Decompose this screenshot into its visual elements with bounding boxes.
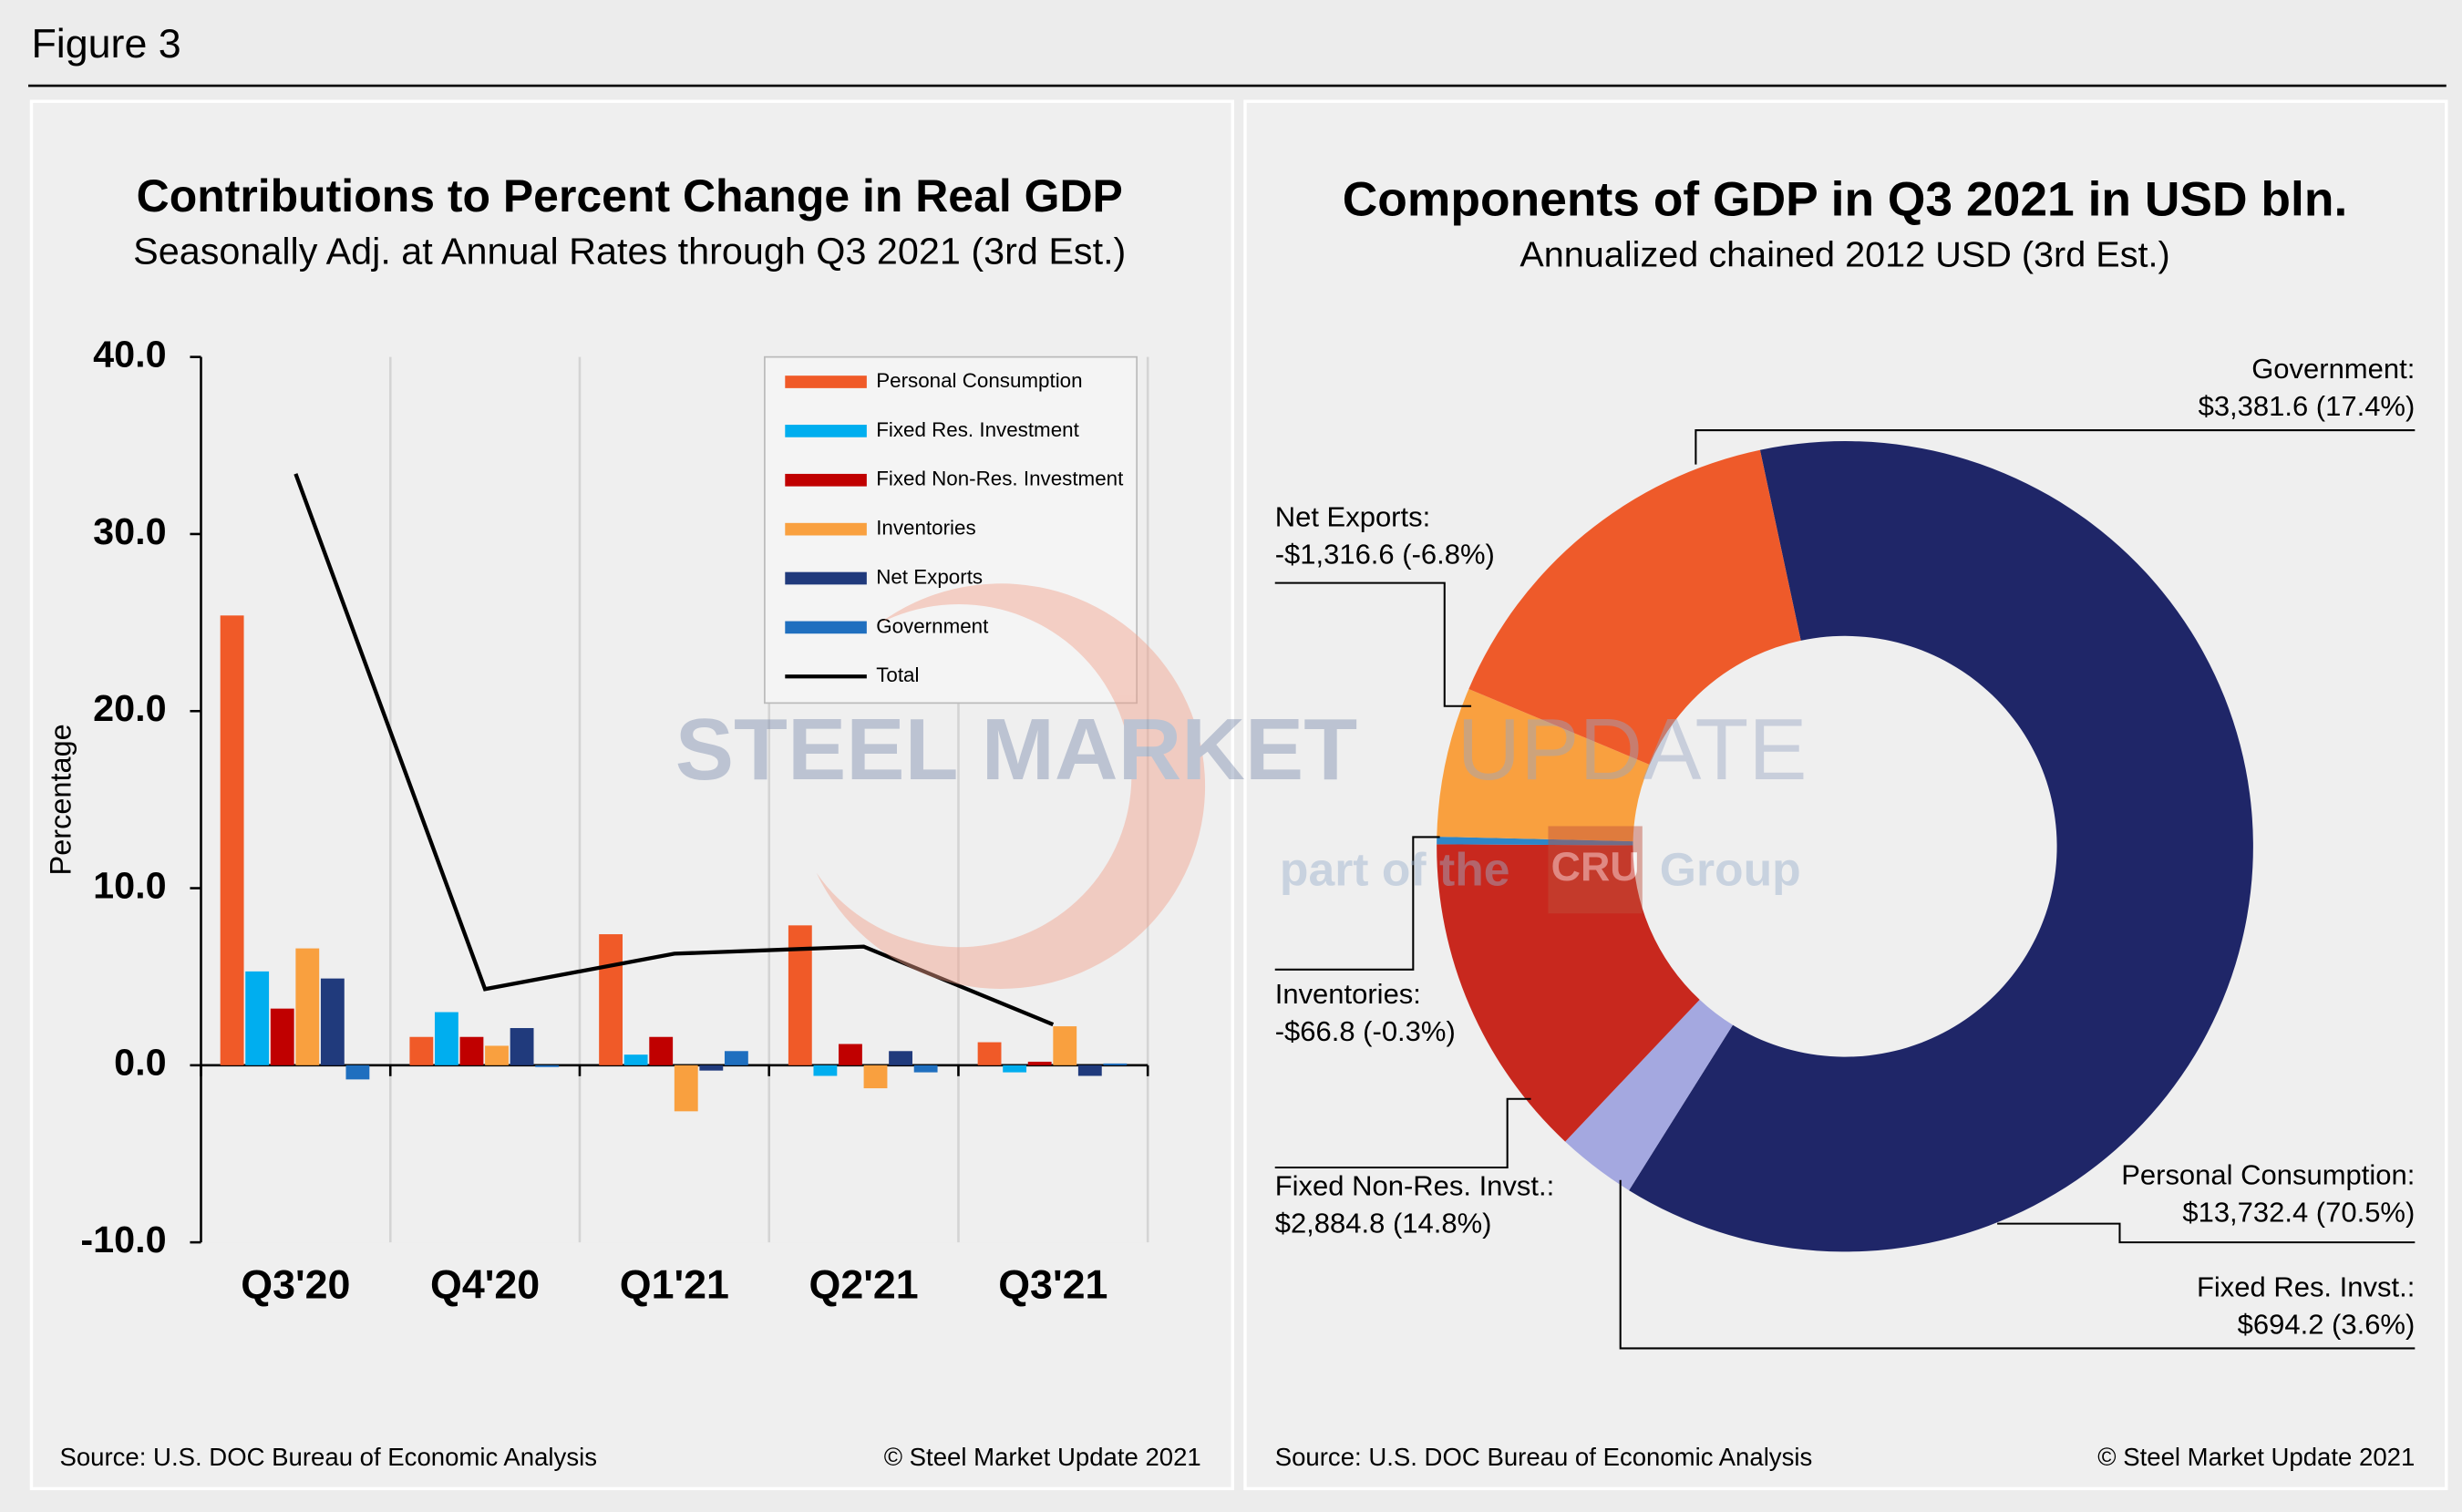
chart-title: Components of GDP in Q3 2021 in USD bln. xyxy=(1343,173,2348,227)
legend-label: Personal Consumption xyxy=(876,369,1082,392)
watermark-logo: CRU xyxy=(1551,845,1640,890)
bar xyxy=(320,978,345,1065)
chart-subtitle: Seasonally Adj. at Annual Rates through … xyxy=(133,231,1126,273)
leader-line xyxy=(1619,1179,2416,1350)
y-tick-label: 30.0 xyxy=(93,510,166,552)
leader-line xyxy=(1997,1222,2416,1244)
slice-value-label: $13,732.4 (70.5%) xyxy=(2182,1197,2415,1229)
bar xyxy=(459,1036,484,1065)
bar xyxy=(1003,1065,1027,1073)
y-tick-label: -10.0 xyxy=(80,1219,166,1260)
legend-swatch xyxy=(785,425,867,437)
y-tick-label: 40.0 xyxy=(93,334,166,375)
bar xyxy=(863,1065,888,1089)
watermark-brand-light: UPDATE xyxy=(1458,701,1808,798)
x-tick-label: Q1'21 xyxy=(620,1263,729,1308)
total-line xyxy=(294,473,1055,1027)
bar xyxy=(1103,1063,1128,1065)
legend-label: Fixed Non-Res. Investment xyxy=(876,468,1124,490)
bar xyxy=(977,1042,1002,1065)
donut-slice xyxy=(1437,836,1633,846)
bar xyxy=(270,1008,294,1065)
slice-value-label: $3,381.6 (17.4%) xyxy=(2199,390,2416,422)
watermark: STEEL MARKET UPDATE part of the CRU Grou… xyxy=(675,583,1808,989)
figure-title: Figure 3 xyxy=(31,22,180,67)
bar xyxy=(409,1036,434,1065)
watermark-swoosh xyxy=(816,583,1206,989)
bar xyxy=(1027,1061,1052,1065)
slice-label: Net Exports: xyxy=(1275,501,1430,533)
watermark-logo-box xyxy=(1548,826,1643,914)
bar xyxy=(839,1044,862,1065)
donut-slice xyxy=(1629,441,2253,1252)
bar xyxy=(535,1065,560,1067)
legend-label: Government xyxy=(876,614,989,637)
legend-swatch xyxy=(785,375,867,388)
x-tick-label: Q2'21 xyxy=(809,1263,919,1308)
leader-line xyxy=(1695,429,2416,465)
bar xyxy=(1053,1026,1077,1065)
slice-value-label: $694.2 (3.6%) xyxy=(2238,1309,2416,1341)
copyright: © Steel Market Update 2021 xyxy=(2097,1443,2415,1471)
bar xyxy=(485,1045,509,1065)
legend-swatch xyxy=(785,473,867,487)
slice-label: Fixed Non-Res. Invst.: xyxy=(1275,1169,1555,1201)
bar xyxy=(889,1051,912,1065)
source: Source: U.S. DOC Bureau of Economic Anal… xyxy=(1275,1443,1813,1471)
x-tick-label: Q4'20 xyxy=(430,1263,540,1308)
watermark-brand: STEEL MARKET xyxy=(675,701,1357,798)
chart-subtitle: Annualized chained 2012 USD (3rd Est.) xyxy=(1519,235,2169,275)
bar xyxy=(788,925,812,1065)
bar xyxy=(245,971,270,1065)
bar xyxy=(510,1028,534,1065)
bar xyxy=(699,1065,724,1071)
slice-label: Fixed Res. Invst.: xyxy=(2197,1271,2415,1303)
slice-value-label: -$66.8 (-0.3%) xyxy=(1275,1015,1456,1047)
x-tick-label: Q3'21 xyxy=(998,1263,1107,1308)
source: Source: U.S. DOC Bureau of Economic Anal… xyxy=(59,1443,597,1471)
y-tick-label: 10.0 xyxy=(93,865,166,907)
slice-label: Personal Consumption: xyxy=(2121,1159,2415,1191)
legend-label: Net Exports xyxy=(876,565,983,588)
legend-swatch xyxy=(785,522,867,536)
leader-line xyxy=(1274,1097,1531,1169)
bar xyxy=(913,1065,938,1073)
legend-swatch xyxy=(785,571,867,585)
bar xyxy=(623,1054,648,1065)
watermark-tagline-end: Group xyxy=(1660,843,1801,896)
bar xyxy=(1077,1065,1102,1076)
bar xyxy=(674,1065,698,1112)
bar xyxy=(724,1051,748,1065)
slice-value-label: -$1,316.6 (-6.8%) xyxy=(1275,539,1495,571)
bar xyxy=(649,1036,674,1065)
copyright: © Steel Market Update 2021 xyxy=(884,1443,1201,1471)
bar xyxy=(434,1012,458,1065)
y-tick-label: 0.0 xyxy=(114,1042,166,1084)
bar xyxy=(599,934,623,1065)
legend-label: Inventories xyxy=(876,517,975,540)
donut-slice xyxy=(1437,688,1650,842)
legend-label: Fixed Res. Investment xyxy=(876,418,1079,441)
donut-slice xyxy=(1468,449,1801,766)
watermark-tagline: part of the xyxy=(1280,843,1510,896)
donut-slice xyxy=(1565,999,1734,1191)
chart-title: Contributions to Percent Change in Real … xyxy=(137,170,1123,221)
bar xyxy=(295,948,320,1065)
x-tick-label: Q3'20 xyxy=(241,1263,350,1308)
bar xyxy=(345,1065,370,1080)
leader-line xyxy=(1274,581,1472,707)
y-tick-label: 20.0 xyxy=(93,687,166,729)
bar xyxy=(813,1065,838,1076)
bar xyxy=(220,615,244,1065)
donut-slice xyxy=(1437,844,1700,1142)
slice-value-label: $2,884.8 (14.8%) xyxy=(1275,1208,1492,1239)
leader-line xyxy=(1274,836,1440,971)
legend-label: Total xyxy=(876,663,919,686)
y-axis-label: Percentage xyxy=(43,724,77,875)
legend-swatch xyxy=(785,621,867,634)
slice-label: Government: xyxy=(2251,353,2415,385)
slice-label: Inventories: xyxy=(1275,978,1421,1010)
